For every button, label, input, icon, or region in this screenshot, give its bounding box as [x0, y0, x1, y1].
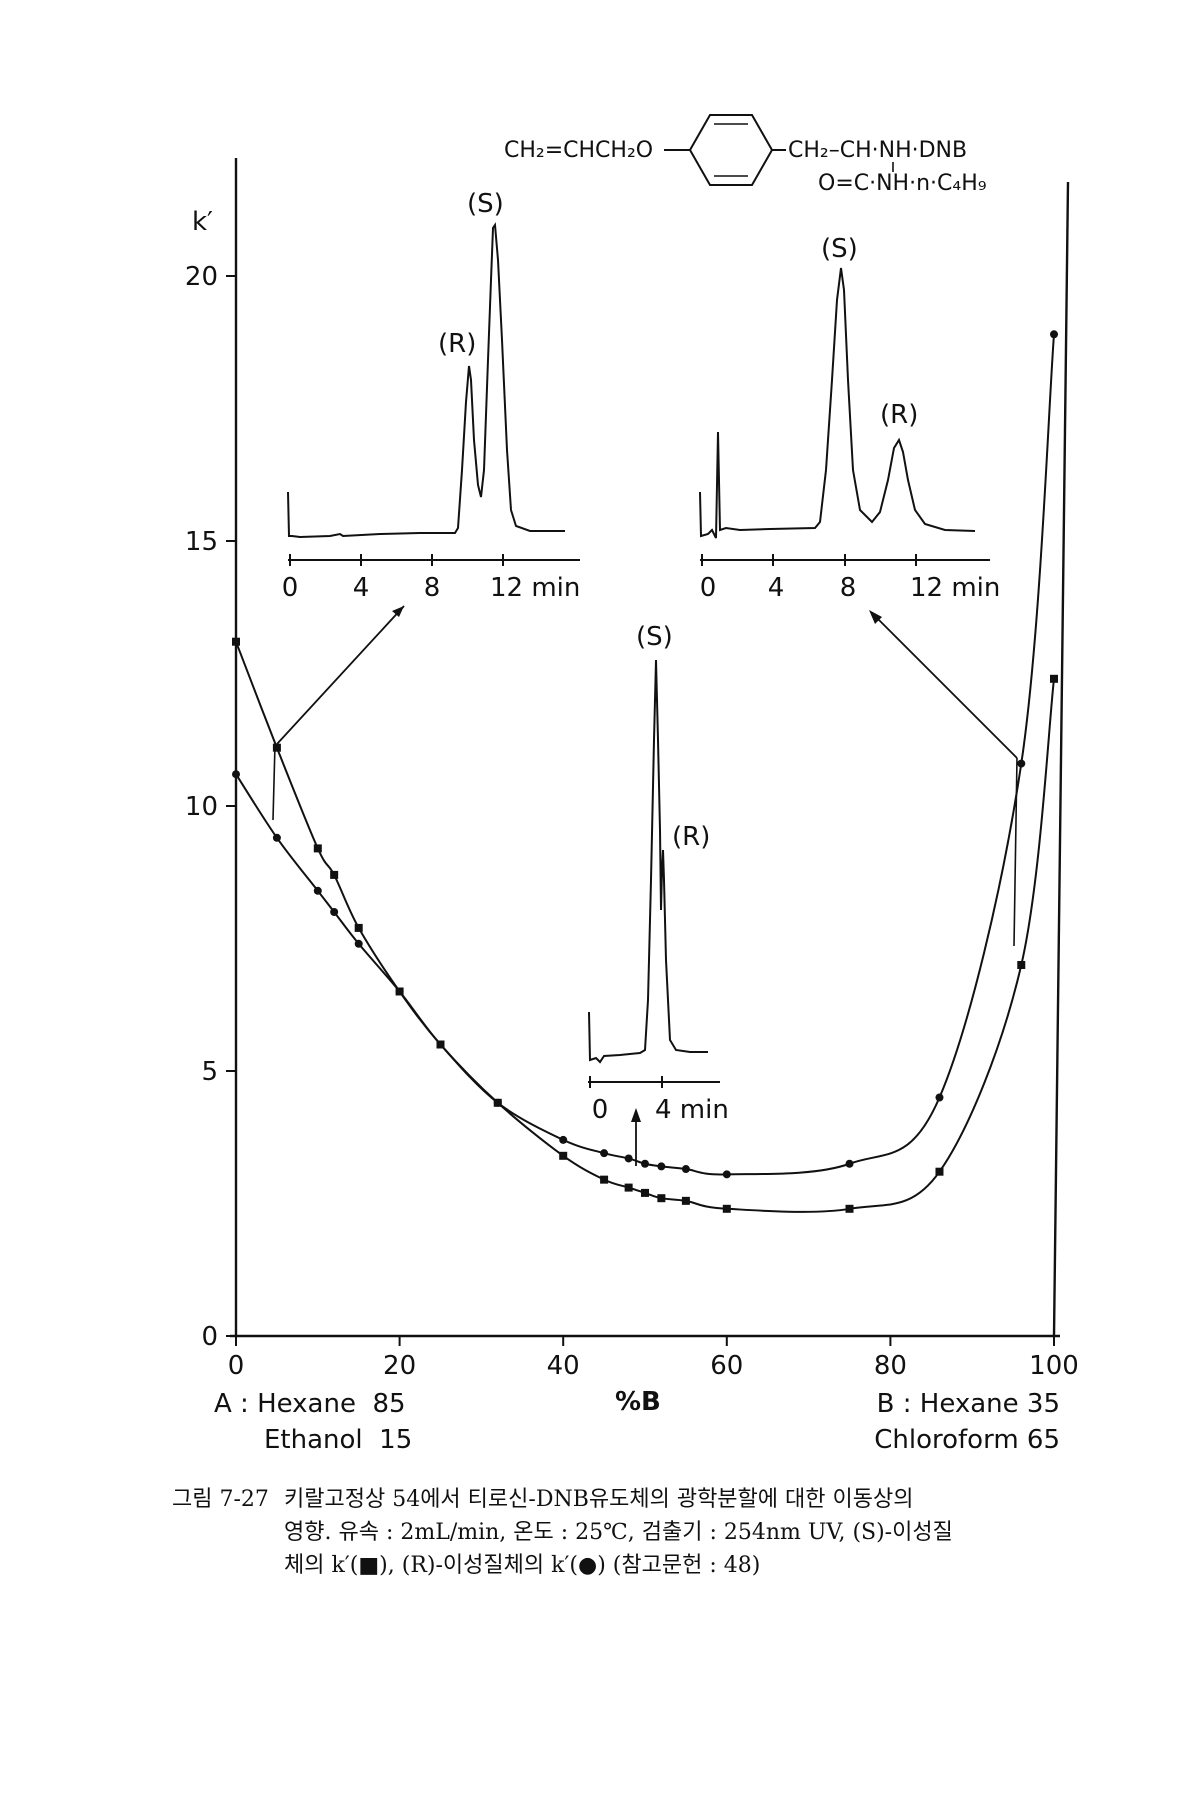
y-axis-label: k′ — [192, 207, 213, 237]
inset-3-tick-label: 4 min — [655, 1095, 729, 1125]
legend-a2: Ethanol 15 — [264, 1425, 412, 1455]
inset-2-tick-label: 0 — [700, 573, 717, 603]
inset-3-tick-label: 0 — [592, 1095, 609, 1125]
data-point-square — [330, 870, 339, 879]
chromatogram-inset-1: (S) (R) 0 4 8 12 min — [282, 189, 581, 603]
data-point-circle — [395, 987, 404, 996]
caption-number: 그림 7-27 — [172, 1487, 269, 1512]
inset-2-label-r: (R) — [880, 400, 918, 430]
x-tick-label: 0 — [228, 1351, 245, 1381]
x-tick-label: 60 — [710, 1351, 743, 1381]
inset-2-tick-label: 8 — [840, 573, 857, 603]
inset-3-trace — [588, 659, 708, 1064]
data-point-circle — [559, 1135, 568, 1144]
series-2-line — [235, 334, 1055, 1176]
caption-line: 체의 k′(■), (R)-이성질체의 k′(●) (참고문헌 : 48) — [284, 1553, 761, 1578]
inset-1-tick-label: 4 — [353, 573, 370, 603]
pointer-arrow-1 — [276, 605, 405, 745]
data-point-square — [641, 1188, 649, 1197]
data-point-circle — [641, 1159, 649, 1168]
inset-2-tick-label: 12 min — [910, 573, 1000, 603]
x-tick-label: 40 — [547, 1351, 580, 1381]
connector-1 — [272, 743, 276, 821]
data-point-square — [1050, 674, 1058, 683]
inset-2-label-s: (S) — [821, 234, 858, 264]
data-point-square — [272, 743, 281, 752]
data-point-circle — [232, 770, 240, 779]
arrow-head-1 — [392, 606, 404, 617]
data-point-circle — [722, 1170, 731, 1179]
inset-1-trace — [287, 222, 565, 539]
data-point-circle — [354, 939, 363, 948]
data-point-square — [624, 1183, 633, 1192]
data-point-circle — [493, 1098, 502, 1107]
y-tick-label: 0 — [201, 1322, 218, 1352]
data-point-circle — [657, 1162, 666, 1171]
data-point-square — [681, 1196, 690, 1205]
x-tick-label: 100 — [1029, 1351, 1079, 1381]
chemical-structure: CH₂=CHCH₂O CH₂–CH·NH·DNB O=C·NH·n·C₄H₉ — [504, 114, 987, 196]
data-point-square — [559, 1151, 568, 1160]
pointer-arrow-2 — [874, 615, 1018, 759]
data-point-circle — [624, 1154, 633, 1163]
y-tick-label: 20 — [185, 262, 218, 292]
chromatogram-inset-3: (S) (R) 0 4 min — [588, 622, 729, 1125]
data-point-circle — [935, 1093, 944, 1102]
inset-3-label-r: (R) — [672, 822, 710, 852]
inset-1-label-r: (R) — [438, 329, 476, 359]
data-point-circle — [436, 1040, 445, 1049]
data-point-square — [657, 1194, 666, 1203]
y-tick-label: 10 — [185, 792, 218, 822]
legend-b2: Chloroform 65 — [874, 1425, 1060, 1455]
connector-2 — [1013, 757, 1018, 947]
inset-3-label-s: (S) — [636, 622, 673, 652]
x-tick-label: 80 — [874, 1351, 907, 1381]
data-point-circle — [1050, 330, 1058, 339]
data-point-square — [722, 1204, 731, 1213]
data-point-square — [232, 637, 240, 646]
x-tick-label: 20 — [383, 1351, 416, 1381]
x-axis-label: %B — [615, 1387, 661, 1417]
data-point-circle — [681, 1165, 690, 1174]
caption-line: 영향. 유속 : 2mL/min, 온도 : 25℃, 검출기 : 254nm … — [284, 1520, 953, 1545]
inset-1-tick-label: 0 — [282, 573, 299, 603]
arrow-head-3 — [631, 1108, 641, 1122]
inset-2-tick-label: 4 — [768, 573, 785, 603]
data-point-circle — [313, 886, 322, 895]
benzene-ring — [688, 114, 774, 186]
structure-right: CH₂–CH·NH·DNB — [788, 138, 967, 163]
structure-left: CH₂=CHCH₂O — [504, 138, 653, 163]
chromatogram-inset-2: (S) (R) 0 4 8 12 min — [699, 234, 1000, 603]
inset-1-tick-label: 8 — [424, 573, 441, 603]
data-point-square — [354, 923, 363, 932]
data-point-square — [935, 1167, 944, 1176]
data-point-circle — [600, 1149, 609, 1158]
data-point-square — [600, 1175, 609, 1184]
data-point-circle — [330, 908, 339, 916]
y-tick-label: 15 — [185, 527, 218, 557]
data-point-circle — [845, 1159, 854, 1168]
structure-amide: O=C·NH·n·C₄H₉ — [818, 171, 987, 196]
data-point-square — [313, 844, 322, 853]
data-point-circle — [1017, 759, 1026, 768]
data-point-square — [1017, 961, 1026, 969]
inset-1-label-s: (S) — [467, 189, 504, 219]
legend-a: A : Hexane 85 — [214, 1389, 406, 1419]
data-point-square — [845, 1204, 854, 1213]
inset-2-trace — [699, 267, 976, 539]
y-tick-label: 5 — [201, 1057, 218, 1087]
caption-line: 키랄고정상 54에서 티로신-DNB유도체의 광학분할에 대한 이동상의 — [284, 1487, 914, 1512]
data-point-circle — [272, 833, 281, 842]
inset-1-tick-label: 12 min — [490, 573, 580, 603]
right-frame-line — [1052, 181, 1070, 1337]
arrow-head-2 — [869, 610, 882, 624]
legend-b: B : Hexane 35 — [877, 1389, 1060, 1419]
